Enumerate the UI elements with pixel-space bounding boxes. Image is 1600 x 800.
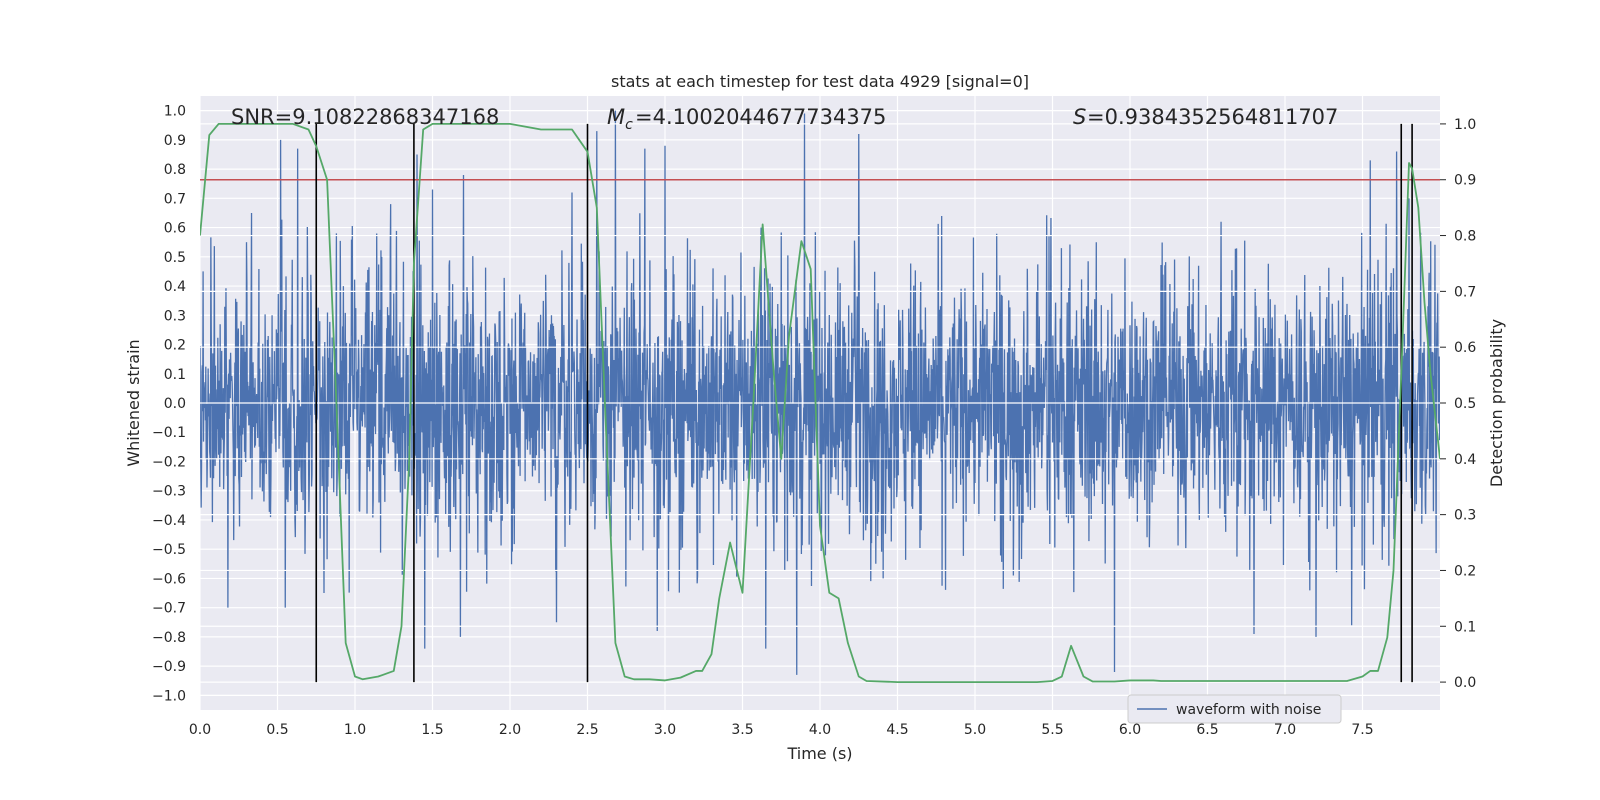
y-tick-label: −0.8 bbox=[152, 630, 186, 646]
y-tick-label: −0.6 bbox=[152, 571, 186, 587]
x-tick-label: 4.0 bbox=[809, 722, 831, 738]
chart-title: stats at each timestep for test data 492… bbox=[611, 72, 1029, 91]
x-tick-label: 7.5 bbox=[1351, 722, 1373, 738]
chirp-mass-value: =4.1002044677734375 bbox=[635, 105, 886, 129]
legend: waveform with noise bbox=[1127, 694, 1342, 724]
y2-tick-label: 0.6 bbox=[1454, 340, 1476, 356]
x-tick-label: 6.5 bbox=[1196, 722, 1218, 738]
y-tick-label: 1.0 bbox=[164, 104, 186, 120]
x-tick-label: 2.5 bbox=[576, 722, 598, 738]
y2-tick-label: 0.7 bbox=[1454, 284, 1476, 300]
legend-box bbox=[1127, 694, 1342, 724]
x-tick-label: 0.0 bbox=[189, 722, 211, 738]
y-tick-label: 0.4 bbox=[164, 279, 186, 295]
waveform-line bbox=[200, 110, 1440, 675]
y2-axis-label: Detection probability bbox=[1487, 319, 1506, 487]
y2-tick-label: 0.3 bbox=[1454, 508, 1476, 524]
x-tick-label: 7.0 bbox=[1274, 722, 1296, 738]
y-tick-label: −1.0 bbox=[152, 688, 186, 704]
y-tick-label: −0.7 bbox=[152, 601, 186, 617]
legend-label: waveform with noise bbox=[1176, 702, 1321, 718]
y-tick-label: −0.3 bbox=[152, 484, 186, 500]
x-tick-label: 6.0 bbox=[1119, 722, 1141, 738]
x-tick-label: 3.0 bbox=[654, 722, 676, 738]
x-axis-label: Time (s) bbox=[786, 744, 852, 763]
x-tick-label: 5.0 bbox=[964, 722, 986, 738]
y-tick-label: 0.7 bbox=[164, 191, 186, 207]
y2-tick-label: 0.1 bbox=[1454, 619, 1476, 635]
y-tick-label: 0.9 bbox=[164, 133, 186, 149]
y-tick-label: 0.6 bbox=[164, 221, 186, 237]
x-tick-label: 2.0 bbox=[499, 722, 521, 738]
s-annotation: S =0.9384352564811707 bbox=[1073, 105, 1338, 129]
y-axis-label: Whitened strain bbox=[124, 339, 143, 466]
y2-tick-labels: 0.0 0.1 0.2 0.3 0.4 0.5 0.6 0.7 0.8 0.9 1.0 bbox=[1440, 117, 1476, 691]
y2-tick-label: 0.4 bbox=[1454, 452, 1476, 468]
chirp-mass-annotation: Mc =4.1002044677734375 bbox=[607, 105, 886, 133]
x-tick-label: 1.5 bbox=[421, 722, 443, 738]
y2-tick-label: 1.0 bbox=[1454, 117, 1476, 133]
y-tick-label: 0.8 bbox=[164, 162, 186, 178]
vertical-marker-lines bbox=[315, 123, 1413, 683]
y-tick-label: −0.5 bbox=[152, 542, 186, 558]
y-tick-label: 0.0 bbox=[164, 396, 186, 412]
y2-tick-label: 0.0 bbox=[1454, 675, 1476, 691]
y2-tick-label: 0.8 bbox=[1454, 229, 1476, 245]
waveform-series bbox=[200, 110, 1440, 675]
y-tick-label: −0.4 bbox=[152, 513, 186, 529]
y-tick-label: −0.9 bbox=[152, 659, 186, 675]
y2-tick-label: 0.2 bbox=[1454, 563, 1476, 579]
s-symbol: S bbox=[1073, 105, 1086, 129]
snr-annotation: SNR=9.10822868347168 bbox=[231, 105, 499, 129]
y2-tick-label: 0.5 bbox=[1454, 396, 1476, 412]
y-tick-label: −0.2 bbox=[152, 454, 186, 470]
x-tick-label: 3.5 bbox=[731, 722, 753, 738]
x-tick-label: 4.5 bbox=[886, 722, 908, 738]
x-tick-labels: 0.0 0.5 1.0 1.5 2.0 2.5 3.0 3.5 4.0 4.5 5.0 5.5 6.0 6… bbox=[189, 722, 1374, 738]
y-tick-label: −0.1 bbox=[152, 425, 186, 441]
x-tick-label: 5.5 bbox=[1041, 722, 1063, 738]
probability-series bbox=[200, 123, 1440, 683]
y-tick-label: 0.1 bbox=[164, 367, 186, 383]
y-tick-label: 0.2 bbox=[164, 338, 186, 354]
y-tick-labels: −1.0 −0.9 −0.8 −0.7 −0.6 −0.5 −0.4 −0.3 −0.2 −0.1… bbox=[152, 104, 186, 705]
x-tick-label: 0.5 bbox=[266, 722, 288, 738]
y2-tick-label: 0.9 bbox=[1454, 173, 1476, 189]
y-tick-label: 0.5 bbox=[164, 250, 186, 266]
x-tick-label: 1.0 bbox=[344, 722, 366, 738]
s-value: =0.9384352564811707 bbox=[1087, 105, 1338, 129]
y-tick-label: 0.3 bbox=[164, 308, 186, 324]
probability-line bbox=[200, 123, 1440, 683]
